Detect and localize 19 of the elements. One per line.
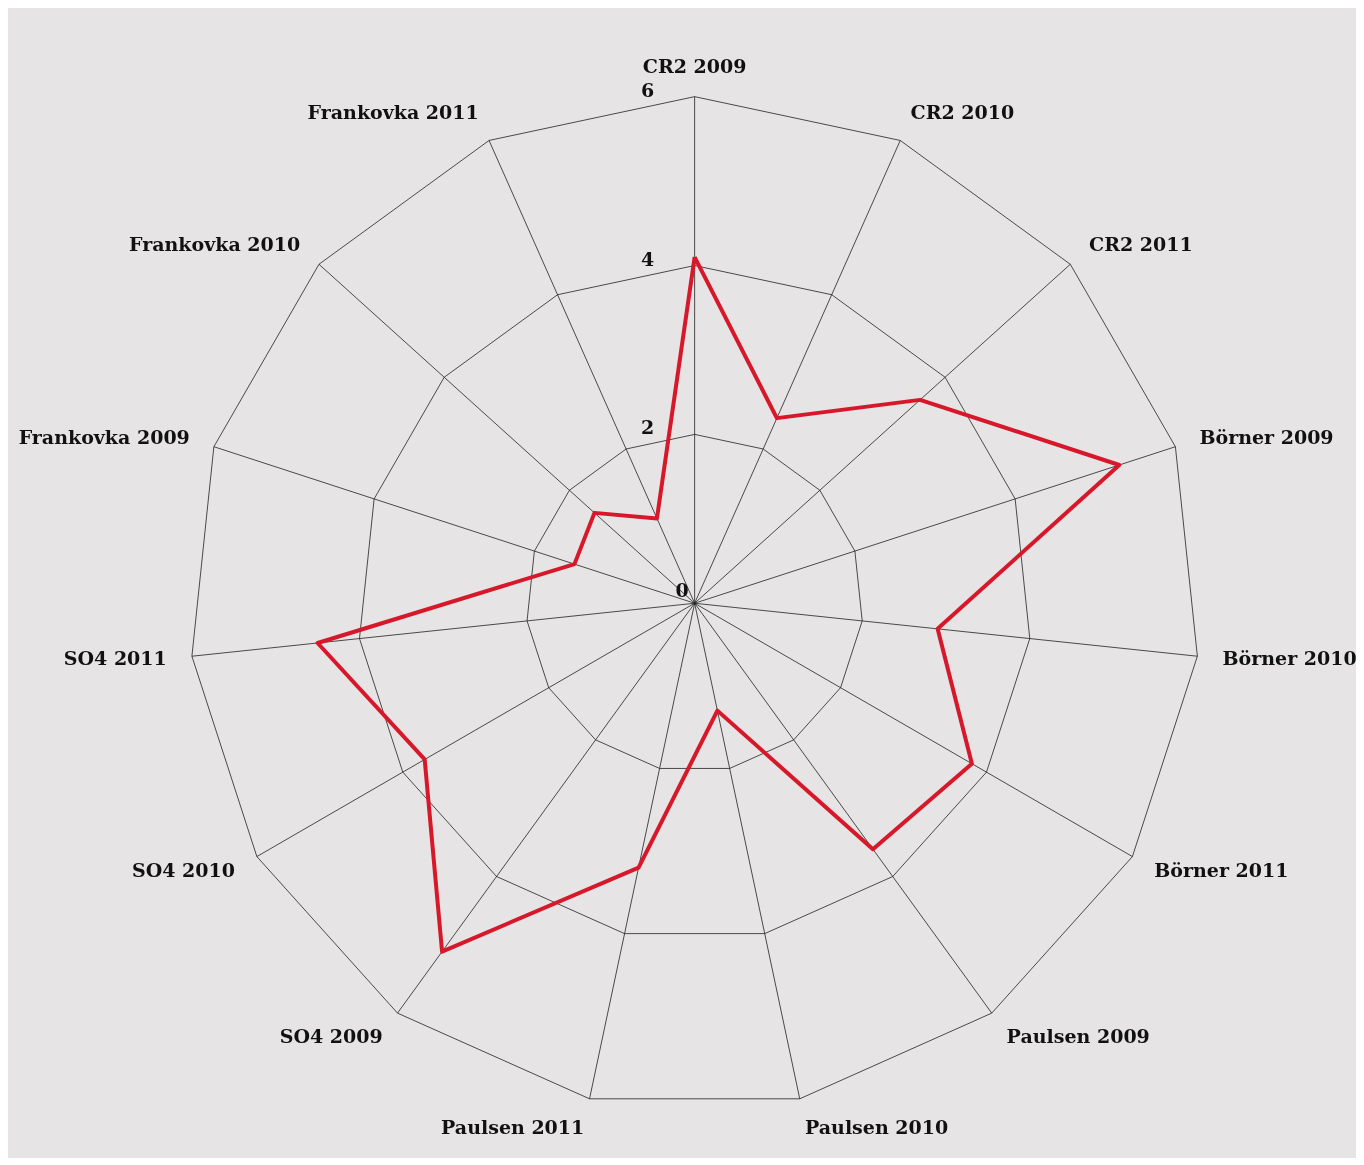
- y-tick-label: 0: [675, 579, 689, 602]
- spoke-label: Frankovka 2011: [307, 101, 479, 124]
- spoke-label: Frankovka 2010: [129, 232, 301, 255]
- spoke-label: Börner 2010: [1222, 647, 1357, 670]
- spoke-label: CR2 2010: [910, 101, 1015, 124]
- spoke-label: SO4 2010: [131, 859, 235, 882]
- spoke-label: CR2 2009: [642, 55, 747, 78]
- spoke-label: Paulsen 2009: [1006, 1025, 1150, 1048]
- spoke-label: Börner 2011: [1154, 859, 1289, 882]
- spoke-label: SO4 2009: [279, 1025, 383, 1048]
- spoke-label: Börner 2009: [1199, 425, 1334, 448]
- y-tick-label: 4: [641, 247, 655, 270]
- spoke-label: Paulsen 2011: [441, 1115, 585, 1138]
- y-tick-label: 6: [641, 78, 655, 101]
- spoke-label: SO4 2011: [63, 647, 167, 670]
- spoke-label: Paulsen 2010: [804, 1115, 949, 1138]
- y-tick-label: 2: [641, 416, 655, 439]
- spoke-label: Frankovka 2009: [18, 425, 190, 448]
- spoke-label: CR2 2011: [1089, 232, 1193, 255]
